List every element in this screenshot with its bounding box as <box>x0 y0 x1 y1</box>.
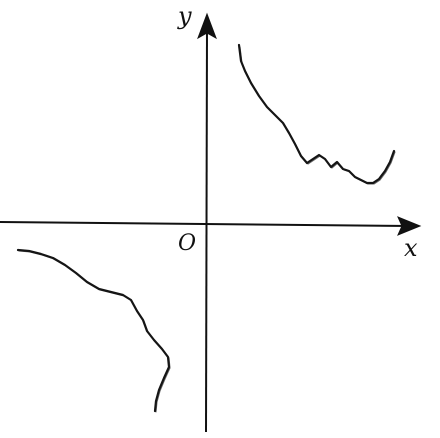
y-axis-arrow-icon <box>197 12 217 40</box>
x-axis-label: x <box>404 234 418 262</box>
curve-branch-upper-right <box>239 46 396 185</box>
curve-branch-upper-right-main <box>237 43 396 185</box>
x-axis-arrow-icon <box>397 216 422 236</box>
x-axis <box>0 221 411 227</box>
y-axis-label: y <box>177 2 192 30</box>
y-axis <box>205 27 208 433</box>
curve-branch-lower-left-main <box>16 248 171 413</box>
origin-label: O <box>178 231 196 256</box>
